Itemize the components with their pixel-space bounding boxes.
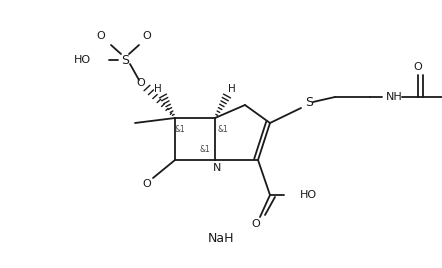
- Text: &1: &1: [200, 146, 210, 154]
- Text: HO: HO: [300, 190, 317, 200]
- Text: O: O: [414, 62, 423, 72]
- Text: HO: HO: [74, 55, 91, 65]
- Text: H: H: [228, 84, 236, 94]
- Text: O: O: [143, 31, 151, 41]
- Text: &1: &1: [217, 125, 229, 135]
- Text: O: O: [97, 31, 105, 41]
- Text: S: S: [305, 95, 313, 109]
- Text: O: O: [137, 78, 145, 88]
- Text: S: S: [121, 54, 129, 66]
- Text: &1: &1: [175, 125, 185, 135]
- Text: N: N: [213, 163, 221, 173]
- Text: O: O: [251, 219, 260, 229]
- Text: NaH: NaH: [208, 232, 234, 244]
- Text: H: H: [154, 84, 162, 94]
- Text: NH: NH: [385, 92, 402, 102]
- Text: O: O: [143, 179, 151, 189]
